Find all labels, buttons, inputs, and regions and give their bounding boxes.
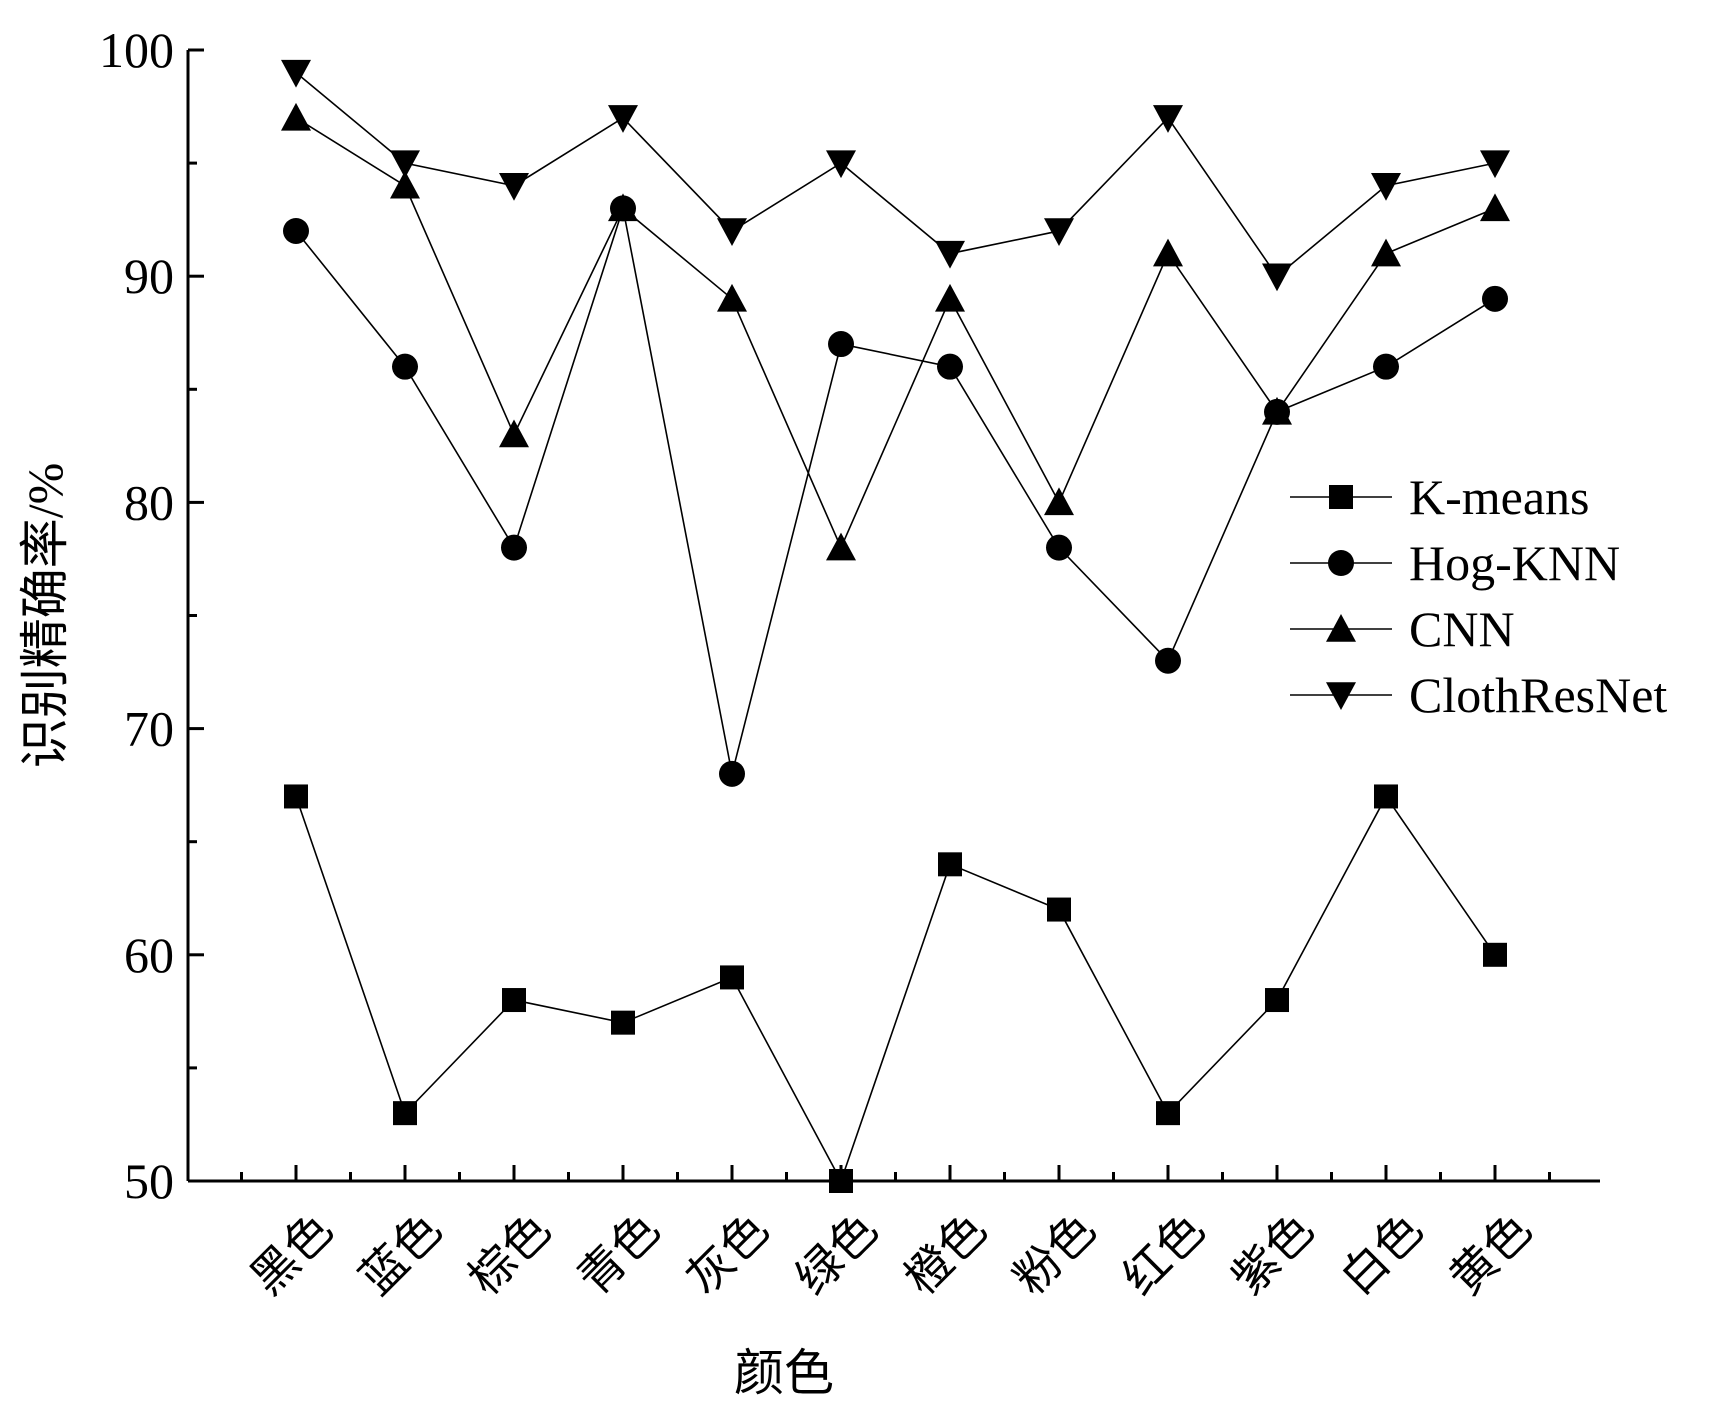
data-point — [828, 331, 854, 358]
x-tick-label: 青色 — [568, 1203, 669, 1304]
data-point — [390, 150, 420, 179]
x-tick-label: 黄色 — [1440, 1203, 1541, 1304]
data-point — [826, 150, 856, 179]
data-point — [502, 988, 526, 1013]
series-layer — [281, 59, 1510, 1193]
series-line — [295, 794, 1496, 1183]
y-axis-title: 识别精确率/% — [17, 463, 73, 769]
legend-label: K-means — [1409, 469, 1590, 525]
data-point — [281, 102, 311, 131]
series-k-means — [284, 784, 1507, 1193]
data-point — [1155, 647, 1181, 674]
series-hog-knn — [283, 195, 1508, 787]
data-point — [608, 193, 638, 222]
y-tick-label: 50 — [124, 1153, 174, 1209]
data-point — [935, 240, 965, 269]
x-tick-label: 灰色 — [677, 1203, 778, 1304]
data-point — [608, 105, 638, 133]
data-point — [829, 1169, 853, 1193]
legend-item: CNN — [1290, 601, 1515, 657]
data-point — [1262, 396, 1292, 425]
data-point — [281, 59, 311, 88]
legend-label: ClothResNet — [1409, 667, 1667, 723]
data-point — [717, 218, 747, 246]
data-point — [284, 784, 308, 809]
data-point — [499, 172, 529, 201]
x-tick-label: 绿色 — [786, 1203, 887, 1304]
x-tick-label: 红色 — [1113, 1203, 1214, 1304]
legend-label: Hog-KNN — [1409, 535, 1620, 591]
data-point — [392, 353, 418, 380]
x-tick-label: 白色 — [1331, 1203, 1432, 1304]
data-point — [501, 534, 527, 561]
series-line — [295, 72, 1496, 278]
x-axis-title: 颜色 — [734, 1345, 834, 1401]
legend-marker — [1326, 614, 1356, 642]
series-cnn — [281, 102, 1510, 561]
data-point — [1153, 105, 1183, 133]
legend-marker — [1328, 550, 1354, 576]
legend-item: Hog-KNN — [1290, 535, 1620, 591]
axes — [186, 50, 1600, 1183]
y-tick-label: 60 — [124, 927, 174, 983]
legend: K-means Hog-KNN CNN ClothResNet — [1290, 469, 1667, 723]
data-point — [1480, 193, 1510, 222]
data-point — [1046, 534, 1072, 561]
data-point — [393, 1101, 417, 1126]
data-point — [1373, 353, 1399, 380]
data-point — [1374, 784, 1398, 809]
data-point — [1371, 172, 1401, 201]
data-point — [283, 217, 309, 244]
x-tick-label: 棕色 — [459, 1203, 560, 1304]
data-point — [1153, 238, 1183, 267]
data-point — [1044, 487, 1074, 516]
legend-item: ClothResNet — [1290, 667, 1667, 723]
x-tick-label: 黑色 — [241, 1203, 342, 1304]
x-tick-label: 蓝色 — [350, 1203, 451, 1304]
data-point — [1483, 942, 1507, 967]
data-point — [1265, 988, 1289, 1013]
data-point — [1156, 1101, 1180, 1126]
data-point — [499, 419, 529, 448]
y-tick-label: 80 — [124, 474, 174, 530]
legend-marker — [1329, 485, 1353, 509]
legend-label: CNN — [1409, 601, 1515, 657]
y-axis-ticks: 50 60 70 80 90 100 — [99, 22, 204, 1209]
x-tick-label: 橙色 — [895, 1203, 996, 1304]
x-axis-ticks: 黑色 蓝色 棕色 青色 灰色 绿色 橙色 粉色 红色 紫色 白色 黄色 — [240, 1165, 1551, 1304]
x-tick-label: 粉色 — [1004, 1203, 1105, 1304]
data-point — [719, 760, 745, 787]
data-point — [938, 852, 962, 877]
data-point — [1482, 285, 1508, 312]
x-tick-label: 紫色 — [1222, 1203, 1323, 1304]
data-point — [937, 353, 963, 380]
data-point — [1371, 238, 1401, 267]
data-point — [935, 283, 965, 312]
data-point — [720, 965, 744, 990]
y-tick-label: 70 — [124, 701, 174, 757]
data-point — [390, 170, 420, 199]
series-clothresnet — [281, 59, 1510, 292]
y-tick-label: 90 — [124, 248, 174, 304]
data-point — [611, 1010, 635, 1035]
data-point — [1047, 897, 1071, 922]
series-line — [295, 208, 1496, 775]
data-point — [1044, 218, 1074, 246]
data-point — [1480, 150, 1510, 179]
series-line — [295, 117, 1496, 550]
data-point — [1262, 263, 1292, 292]
data-point — [717, 283, 747, 312]
data-point — [826, 532, 856, 561]
legend-item: K-means — [1290, 469, 1590, 525]
legend-marker — [1326, 682, 1356, 710]
y-tick-label: 100 — [99, 22, 174, 78]
